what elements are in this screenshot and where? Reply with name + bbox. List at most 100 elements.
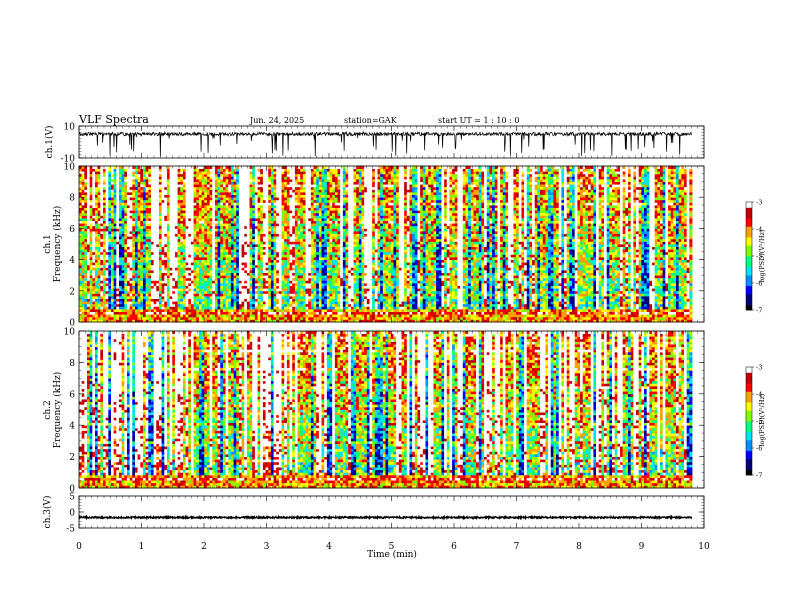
spectrogram-cell <box>166 218 171 221</box>
spectrogram-cell <box>174 241 179 245</box>
spectrogram-cell <box>190 257 195 260</box>
spectrogram-cell <box>177 298 181 302</box>
spectrogram-cell <box>212 207 216 211</box>
spectrogram-cell <box>241 215 245 219</box>
spectrogram-cell <box>121 223 125 227</box>
ch1-waveform-trace <box>78 130 692 157</box>
spectrogram-cell <box>188 218 192 221</box>
spectrogram-cell <box>156 212 160 216</box>
spectrogram-cell <box>172 251 176 255</box>
spectrogram-cell <box>129 168 133 172</box>
spectrogram-cell <box>142 290 147 294</box>
spectrogram-cell <box>254 272 258 276</box>
spectrogram-cell <box>145 316 149 320</box>
spectrogram-cell <box>246 264 250 268</box>
spectrogram-cell <box>87 306 91 310</box>
spectrogram-cell <box>124 303 128 307</box>
spectrogram-cell <box>222 249 226 253</box>
spectrogram-cell <box>233 181 237 185</box>
spectrogram-cell <box>241 251 245 255</box>
spectrogram-cell <box>198 293 202 297</box>
spectrogram-cell <box>241 220 245 224</box>
spectrogram-cell <box>105 306 109 310</box>
spectrogram-cell <box>254 254 258 258</box>
spectrogram-cell <box>97 179 101 182</box>
spectrogram-cell <box>126 296 131 299</box>
spectrogram-cell <box>132 194 136 198</box>
spectrogram-cell <box>113 231 117 234</box>
spectrogram-cell <box>201 192 205 195</box>
spectrogram-cell <box>142 218 147 221</box>
spectrogram-cell <box>97 249 101 253</box>
spectrogram-cell <box>153 246 157 250</box>
spectrogram-cell <box>124 275 128 279</box>
spectrogram-cell <box>145 186 149 190</box>
spectrogram-cell <box>97 194 101 198</box>
spectrogram-cell <box>129 301 133 305</box>
spectrogram-cell <box>260 251 264 255</box>
spectrogram-cell <box>284 228 288 232</box>
spectrogram-cell <box>281 309 285 312</box>
spectrogram-cell <box>236 249 240 253</box>
spectrogram-cell <box>252 215 256 219</box>
spectrogram-cell <box>222 236 226 240</box>
spectrogram-cell <box>97 306 101 310</box>
spectrogram-cell <box>164 225 168 229</box>
spectrogram-cell <box>118 194 123 198</box>
spectrogram-cell <box>286 257 290 260</box>
spectrogram-cell <box>241 192 245 195</box>
spectrogram-cell <box>193 303 197 307</box>
spectrogram-cell <box>94 280 99 284</box>
spectrogram-cell <box>137 296 141 299</box>
spectrogram-cell <box>126 205 131 208</box>
spectrogram-cell <box>105 257 109 260</box>
spectrogram-cell <box>92 176 96 180</box>
spectrogram-cell <box>262 192 266 195</box>
spectrogram-cell <box>156 225 160 229</box>
spectrogram-cell <box>132 215 136 219</box>
spectrogram-cell <box>102 288 107 292</box>
spectrogram-cell <box>79 283 83 286</box>
spectrogram-cell <box>87 288 91 292</box>
spectrogram-cell <box>281 259 285 263</box>
spectrogram-cell <box>204 316 208 320</box>
spectrogram-cell <box>121 309 125 312</box>
spectrogram-cell <box>196 254 200 258</box>
spectrogram-cell <box>241 306 245 310</box>
spectrogram-cell <box>92 212 96 216</box>
spectrogram-cell <box>121 270 125 273</box>
spectrogram-cell <box>241 202 245 206</box>
spectrogram-cell <box>172 166 176 169</box>
spectrogram-cell <box>212 166 216 169</box>
spectrogram-cell <box>84 277 88 281</box>
spectrogram-cell <box>254 303 258 307</box>
spectrogram-cell <box>169 205 173 208</box>
spectrogram-cell <box>270 194 274 198</box>
spectrogram-cell <box>185 288 189 292</box>
spectrogram-cell <box>97 233 101 237</box>
spectrogram-cell <box>284 319 288 323</box>
spectrogram-cell <box>158 228 163 232</box>
spectrogram-cell <box>220 189 224 193</box>
spectrogram-cell <box>118 275 123 279</box>
spectrogram-cell <box>172 228 176 232</box>
spectrogram-cell <box>164 316 168 320</box>
spectrogram-cell <box>177 197 181 201</box>
spectrogram-cell <box>244 171 248 175</box>
spectrogram-cell <box>182 254 187 258</box>
spectrogram-cell <box>286 264 290 268</box>
spectrogram-cell <box>161 212 165 216</box>
spectrogram-cell <box>180 251 184 255</box>
spectrogram-cell <box>236 181 240 185</box>
spectrogram-cell <box>110 288 115 292</box>
spectrogram-cell <box>182 173 187 177</box>
spectrogram-cell <box>97 251 101 255</box>
spectrogram-cell <box>220 267 224 271</box>
spectrogram-cell <box>100 194 104 198</box>
spectrogram-cell <box>166 262 171 266</box>
spectrogram-cell <box>246 301 250 305</box>
spectrogram-cell <box>209 166 213 169</box>
spectrogram-cell <box>140 254 144 258</box>
spectrogram-cell <box>169 309 173 312</box>
spectrogram-cell <box>121 231 125 234</box>
